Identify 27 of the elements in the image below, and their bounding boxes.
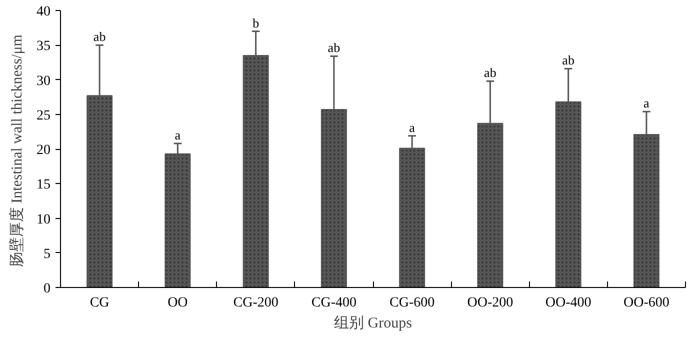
annotation: a [174,127,181,142]
x-axis-title: 组别 Groups [334,314,412,332]
annotation: a [644,96,650,111]
y-tick-label: 25 [36,108,50,124]
y-tick-label: 5 [44,246,50,262]
x-tick-label: OO [168,296,188,310]
y-tick-label: 10 [36,212,50,228]
x-tick-label: OO-200 [467,296,514,310]
y-tick-label: 15 [36,178,50,193]
annotation: ab [484,65,496,80]
y-tick-label: 30 [36,74,50,89]
x-tick-label: CG [90,296,110,310]
annotation: b [252,15,260,30]
x-tick-label: CG-400 [311,296,357,310]
annotation: ab [328,40,340,56]
annotation: ab [93,29,106,44]
x-tick-label: OO-400 [545,296,592,310]
x-tick-label: OO-600 [623,296,670,310]
y-tick-label: 0 [44,282,50,296]
x-tick-label: CG-600 [390,296,435,310]
x-tick-label: CG-200 [233,296,278,310]
y-tick-label: 20 [36,143,50,158]
annotation: a [409,120,416,135]
y-axis-title: 肠壁厚度 Intestinal wall thickness/μm [8,34,26,268]
y-tick-label: 35 [36,39,50,54]
annotation: ab [562,52,574,68]
y-tick-label: 40 [36,4,50,20]
